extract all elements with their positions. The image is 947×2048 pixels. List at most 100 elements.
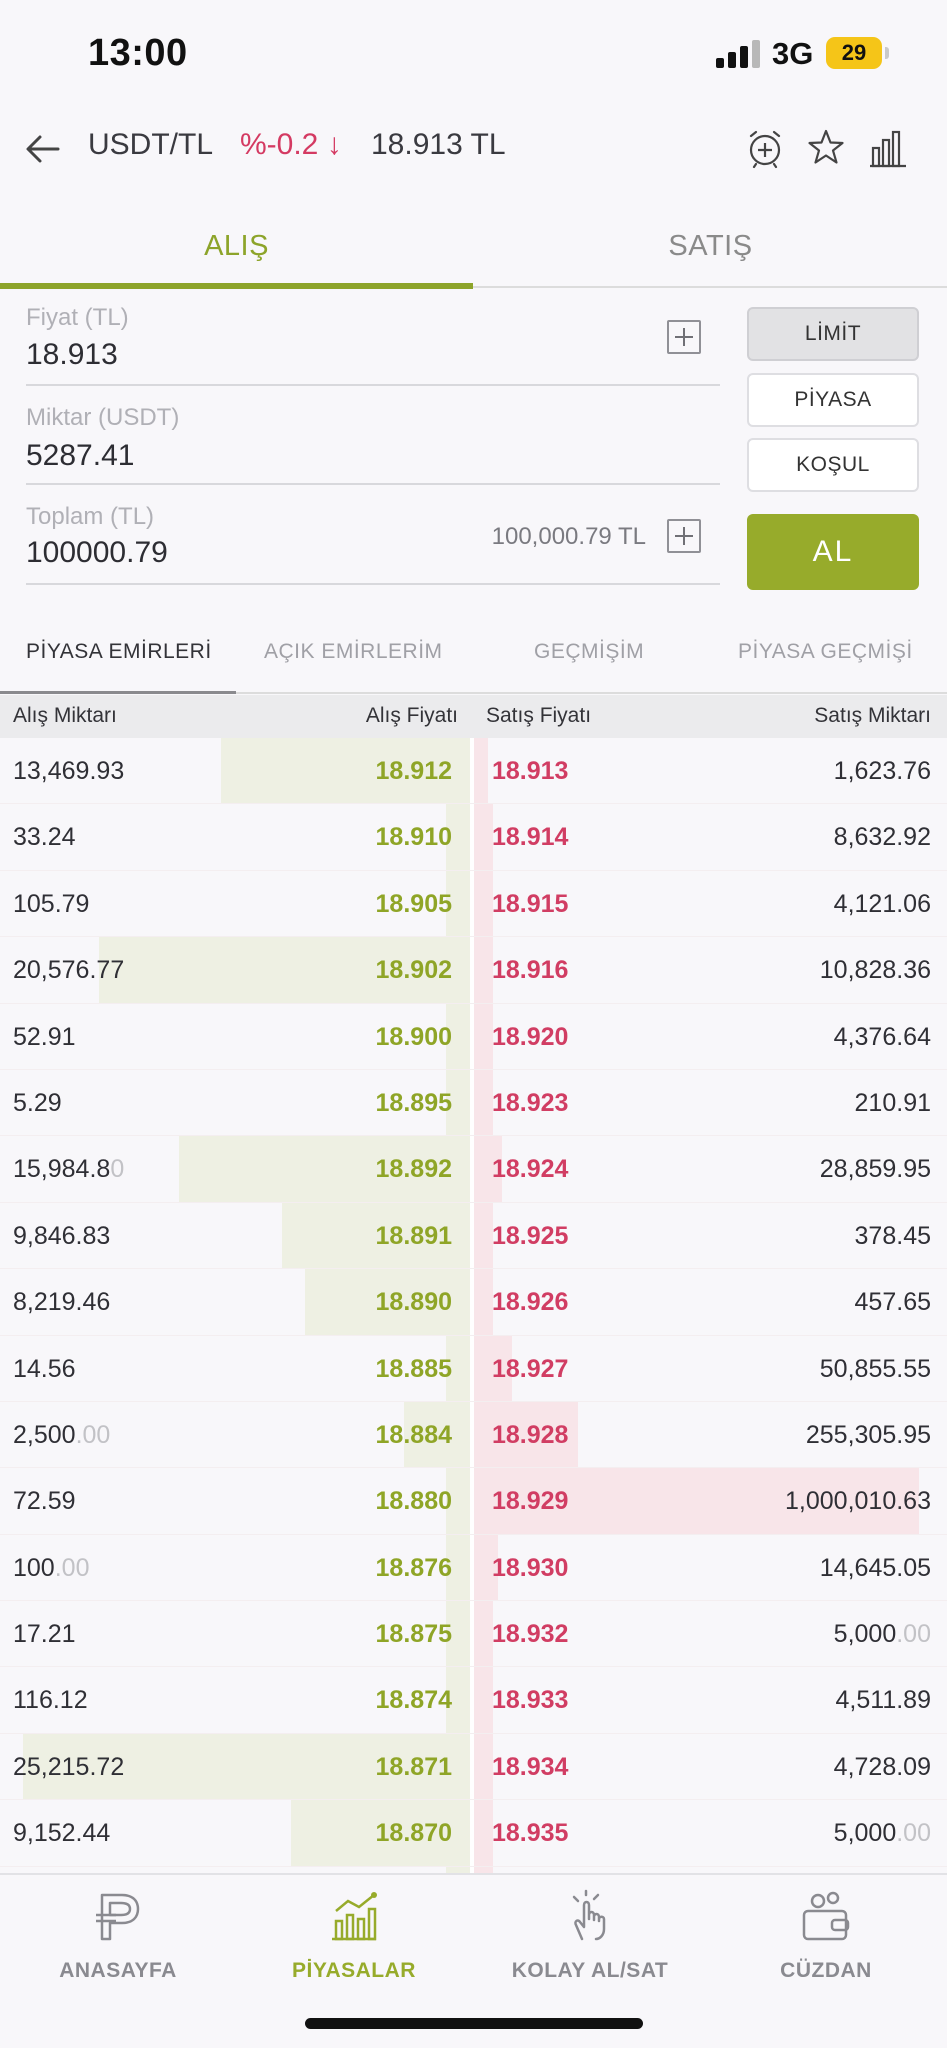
bid-quantity: 25,215.72 [13,1753,124,1782]
order-book-row[interactable]: 52.91 18.900 18.920 4,376.64 [0,1003,947,1070]
star-icon[interactable] [804,126,848,170]
bid-quantity-faded-digits: .00 [75,1420,111,1449]
status-bar: 13:00 3G 29 [0,0,947,108]
ask-quantity-value: 5,000 [833,1819,897,1848]
ask-price: 18.923 [492,1089,568,1118]
order-book-row[interactable]: 13,469.93 18.912 18.913 1,623.76 [0,738,947,805]
ask-quantity-faded-digits: .00 [896,1620,931,1649]
order-book-row[interactable]: 116.12 18.874 18.933 4,511.89 [0,1667,947,1734]
order-book-row[interactable]: 5.29 18.895 18.923 210.91 [0,1069,947,1137]
ask-quantity-value: 4,511.89 [835,1686,931,1715]
total-increment-button[interactable] [667,519,701,553]
ask-price-header: Satış Fiyatı [486,704,592,727]
bid-price-value: 18.890 [375,1288,452,1317]
alarm-clock-icon[interactable] [743,126,787,170]
order-type-limit-button[interactable]: LİMİT [747,307,919,361]
nav-wallet[interactable]: CÜZDAN [708,1875,944,2025]
home-logo-icon [96,1893,140,1941]
bid-price: 18.880 [376,1487,452,1516]
bid-price: 18.875 [376,1620,452,1649]
order-book-row[interactable]: 72.59 18.880 18.929 1,000,010.63 [0,1468,947,1535]
book-divider [470,1069,474,1136]
order-book-row[interactable]: 17.21 18.875 18.932 5,000.00 [0,1601,947,1668]
ask-quantity-value: 50,855.55 [819,1354,931,1383]
ask-depth-bar [474,1866,493,1873]
ask-depth-bar [474,1069,493,1136]
order-book-row[interactable]: 100.00 18.876 18.930 14,645.05 [0,1534,947,1602]
ask-price-value: 18.920 [492,1022,569,1051]
order-book-row[interactable]: 33.24 18.910 18.914 8,632.92 [0,804,947,871]
order-book-row[interactable]: 9,846.83 18.891 18.925 378.45 [0,1202,947,1270]
order-book-row[interactable]: 2,500.00 18.884 18.928 255,305.95 [0,1401,947,1469]
bid-price: 18.890 [376,1288,452,1317]
ask-price-value: 18.913 [492,757,569,785]
total-field[interactable]: Toplam (TL) 100000.79 100,000.79 TL [26,503,720,585]
bid-price-value: 18.900 [375,1022,452,1051]
amount-field[interactable]: Miktar (USDT) 5287.41 [26,404,720,485]
order-book-row[interactable]: 14.56 18.885 18.927 50,855.55 [0,1335,947,1402]
nav-easy-trade-label: KOLAY AL/SAT [511,1959,669,1982]
ask-price: 18.914 [492,823,568,852]
bid-price-value: 18.876 [375,1553,452,1582]
bid-quantity-value: 72.59 [13,1487,76,1516]
order-book-row[interactable]: 9,152.44 18.870 18.935 5,000.00 [0,1800,947,1867]
tab-buy[interactable]: ALIŞ [204,230,269,262]
order-book-row[interactable]: 20,576.77 18.902 18.916 10,828.36 [0,937,947,1004]
tab-my-history[interactable]: GEÇMİŞİM [534,640,645,663]
nav-markets[interactable]: PİYASALAR [236,1875,472,2025]
ask-quantity-value: 210.91 [854,1088,931,1117]
order-book-row[interactable]: 8,219.46 18.890 18.926 457.65 [0,1269,947,1336]
ask-qty-header: Satış Miktarı [814,704,931,727]
bid-price-value: 18.875 [375,1620,452,1649]
bid-depth-bar [446,870,470,937]
ask-depth-bar [474,1468,919,1534]
book-divider [470,937,474,1003]
price-increment-button[interactable] [667,320,701,354]
ask-quantity: 4,511.89 [836,1686,931,1715]
total-input[interactable]: 100000.79 [26,536,168,569]
tab-sell[interactable]: SATIŞ [668,230,753,262]
bid-depth-bar [446,804,470,870]
bid-quantity: 9,846.83 [13,1222,110,1251]
ask-depth-bar [474,1335,512,1401]
tab-market-orders[interactable]: PİYASA EMİRLERİ [26,640,212,663]
signal-icon [716,38,762,68]
bid-price-value: 18.885 [375,1354,452,1383]
home-indicator [305,2018,643,2029]
bid-depth-bar [404,1401,470,1468]
bid-qty-header: Alış Miktarı [13,704,117,727]
tab-market-history[interactable]: PİYASA GEÇMİŞİ [738,640,913,663]
ask-price-value: 18.928 [492,1420,569,1449]
bid-quantity: 13,469.93 [13,757,124,786]
pair-title: USDT/TL [88,128,214,161]
header: USDT/TL %-0.2 ↓ 18.913 TL [0,108,947,188]
ask-depth-bar [474,1534,498,1601]
ask-quantity: 1,000,010.63 [785,1487,931,1516]
buy-submit-button[interactable]: AL [747,514,919,590]
order-book-row[interactable]: 15,984.80 18.892 18.924 28,859.95 [0,1136,947,1203]
price-field[interactable]: Fiyat (TL) 18.913 [26,304,720,386]
order-type-market-button[interactable]: PİYASA [747,373,919,427]
ask-quantity: 5,000.00 [834,1620,931,1649]
order-type-condition-button[interactable]: KOŞUL [747,438,919,492]
ask-quantity: 255,305.95 [806,1421,931,1450]
price-input[interactable]: 18.913 [26,338,118,371]
bid-price: 18.895 [376,1089,452,1118]
ask-price: 18.927 [492,1355,568,1384]
bid-quantity-value: 5.29 [13,1088,62,1117]
ask-price: 18.920 [492,1023,568,1052]
amount-input[interactable]: 5287.41 [26,439,135,472]
ask-price: 18.935 [492,1819,568,1848]
order-book-row[interactable] [0,1866,947,1873]
nav-wallet-label: CÜZDAN [780,1959,872,1982]
order-book-row[interactable]: 25,215.72 18.871 18.934 4,728.09 [0,1733,947,1801]
order-book-row[interactable]: 105.79 18.905 18.915 4,121.06 [0,870,947,938]
book-divider [470,738,474,804]
nav-home[interactable]: ANASAYFA [0,1875,236,2025]
bid-price-value: 18.895 [375,1088,452,1117]
bid-quantity-value: 9,846.83 [13,1221,111,1250]
tab-open-orders[interactable]: AÇIK EMİRLERİM [264,640,443,663]
back-arrow-icon[interactable] [24,130,62,168]
nav-easy-trade[interactable]: KOLAY AL/SAT [472,1875,708,2025]
chart-icon[interactable] [866,126,910,170]
